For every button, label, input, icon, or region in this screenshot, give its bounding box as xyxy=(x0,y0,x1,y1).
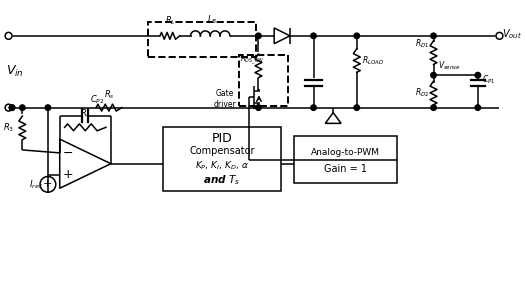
Circle shape xyxy=(311,105,316,110)
Text: $R_{D2}$: $R_{D2}$ xyxy=(415,87,429,99)
Text: $R_s$: $R_s$ xyxy=(103,88,114,101)
Text: $V_{in}$: $V_{in}$ xyxy=(6,64,24,79)
Bar xyxy=(163,127,281,191)
Text: $R_4$: $R_4$ xyxy=(80,108,91,120)
Text: +: + xyxy=(43,179,53,190)
Circle shape xyxy=(9,105,15,110)
Circle shape xyxy=(496,32,503,39)
Text: $-$: $-$ xyxy=(62,146,73,159)
Text: Gain = 1: Gain = 1 xyxy=(324,164,367,174)
Text: $V_{out}$: $V_{out}$ xyxy=(502,27,522,41)
Bar xyxy=(239,55,288,106)
Text: PID: PID xyxy=(212,132,233,145)
Circle shape xyxy=(475,105,480,110)
Text: $I_{ref}$: $I_{ref}$ xyxy=(29,178,43,191)
Text: and $T_s$: and $T_s$ xyxy=(203,173,241,187)
Text: $K_P$, $K_I$, $K_D$, $\alpha$: $K_P$, $K_I$, $K_D$, $\alpha$ xyxy=(195,159,249,172)
Text: $C_{P2}$: $C_{P2}$ xyxy=(90,93,105,106)
Circle shape xyxy=(431,72,436,78)
Circle shape xyxy=(19,105,25,110)
Text: Compensator: Compensator xyxy=(190,146,255,156)
Circle shape xyxy=(9,105,15,110)
Circle shape xyxy=(256,33,261,39)
Text: $R_{LOAD}$: $R_{LOAD}$ xyxy=(362,54,384,67)
Text: $+$: $+$ xyxy=(62,168,73,181)
Circle shape xyxy=(311,33,316,39)
Circle shape xyxy=(475,72,480,78)
Text: $C_{P1}$: $C_{P1}$ xyxy=(482,74,495,86)
Text: $V_{sense}$: $V_{sense}$ xyxy=(438,60,461,72)
Text: Gate
driver: Gate driver xyxy=(214,89,236,109)
Bar xyxy=(294,136,397,183)
Bar xyxy=(148,22,256,58)
Circle shape xyxy=(354,105,360,110)
Text: $L_B$: $L_B$ xyxy=(207,13,217,26)
Circle shape xyxy=(5,32,12,39)
Circle shape xyxy=(354,33,360,39)
Circle shape xyxy=(5,104,12,111)
Text: $R_3$: $R_3$ xyxy=(3,121,15,134)
Text: $R_L$: $R_L$ xyxy=(164,15,175,27)
Circle shape xyxy=(431,105,436,110)
Circle shape xyxy=(45,105,51,110)
Text: Analog-to-PWM: Analog-to-PWM xyxy=(311,148,380,157)
Text: $R_{DS\_ON}$: $R_{DS\_ON}$ xyxy=(240,55,264,67)
Text: $R_{D1}$: $R_{D1}$ xyxy=(415,37,429,50)
Circle shape xyxy=(256,105,261,110)
Circle shape xyxy=(431,33,436,39)
